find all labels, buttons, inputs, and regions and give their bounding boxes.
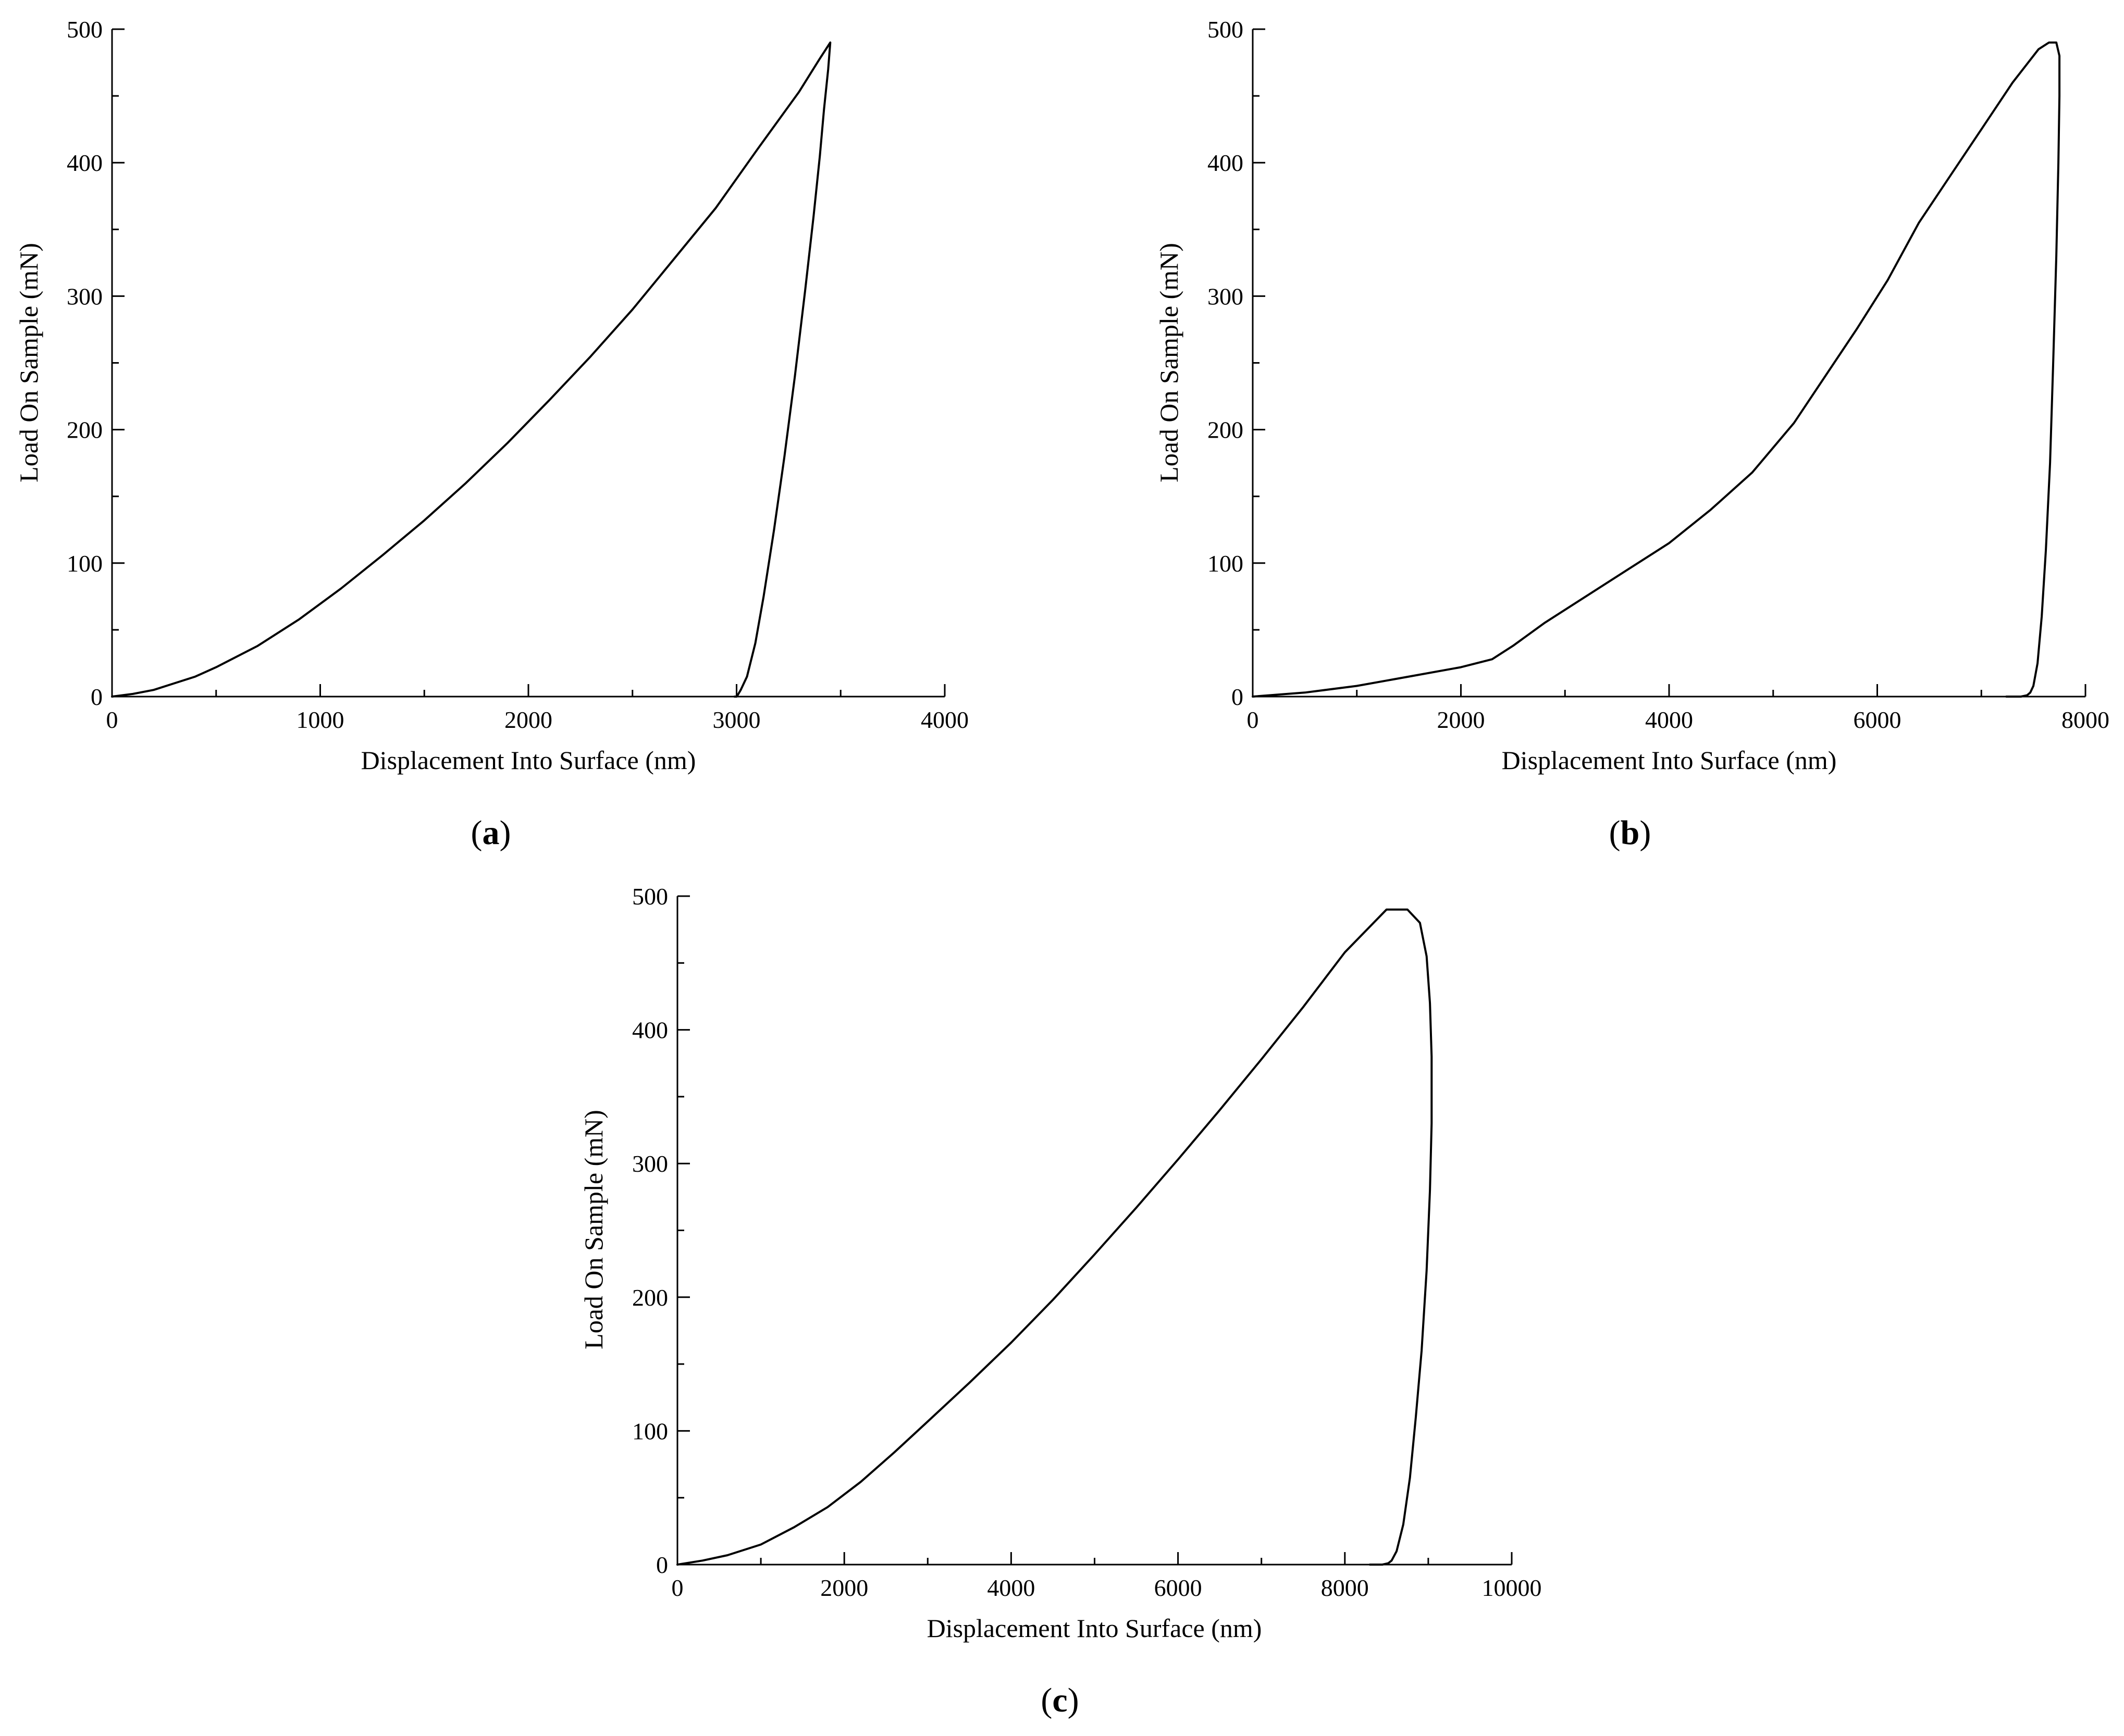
series-line: [676, 908, 1433, 1566]
panel-label: (a): [471, 814, 511, 852]
series-line: [1252, 41, 2061, 698]
x-tick-label: 4000: [921, 706, 969, 733]
x-tick-label: 3000: [713, 706, 761, 733]
y-tick-label: 100: [632, 1418, 668, 1444]
x-tick-labels: 0 2000 4000 6000 8000: [1247, 706, 2110, 733]
y-ticks: [112, 28, 125, 698]
x-tick-label: 0: [1247, 706, 1259, 733]
chart-panel-c: 0 2000 4000 6000 8000 10000 0100200300400500 …: [579, 883, 1542, 1719]
y-tick-label: 300: [1207, 283, 1243, 309]
x-tick-label: 2000: [504, 706, 552, 733]
y-tick-label: 500: [1207, 16, 1243, 43]
x-tick-label: 0: [106, 706, 118, 733]
y-tick-label: 100: [67, 550, 103, 577]
panel-label: (c): [1041, 1681, 1079, 1719]
y-tick-labels: 0 100 200 300 400 500: [67, 16, 103, 710]
x-tick-label: 0: [672, 1574, 684, 1601]
x-ticks: [111, 684, 946, 697]
y-tick-label: 300: [632, 1150, 668, 1177]
y-tick-label: 400: [1207, 150, 1243, 176]
x-tick-label: 6000: [1154, 1574, 1202, 1601]
y-tick-label: 0: [91, 684, 103, 710]
x-tick-label: 4000: [987, 1574, 1035, 1601]
y-tick-label: 500: [67, 16, 103, 43]
y-tick-label: 0: [1231, 684, 1243, 710]
y-axis-title: Load On Sample (mN): [579, 1110, 608, 1349]
y-tick-label: 100: [1207, 550, 1243, 577]
panel-label: (b): [1609, 814, 1651, 852]
y-axis-title: Load On Sample (mN): [1154, 243, 1183, 482]
y-tick-label: 200: [1207, 417, 1243, 443]
x-tick-label: 2000: [820, 1574, 868, 1601]
y-tick-label: 500: [632, 883, 668, 910]
y-tick-label: 300: [67, 283, 103, 309]
y-tick-label: 0: [656, 1552, 668, 1578]
x-tick-label: 6000: [1854, 706, 1901, 733]
x-tick-label: 2000: [1437, 706, 1485, 733]
x-axis-title: Displacement Into Surface (nm): [927, 1614, 1262, 1643]
y-tick-label: 200: [632, 1284, 668, 1311]
x-tick-label: 8000: [2061, 706, 2109, 733]
x-axis-title: Displacement Into Surface (nm): [1502, 746, 1837, 775]
y-ticks: [1253, 28, 1265, 698]
chart-panel-b: 0 2000 4000 6000 8000 0 100 200 300 400 500 Displ…: [1154, 16, 2109, 852]
x-tick-label: 4000: [1645, 706, 1693, 733]
x-tick-label: 10000: [1482, 1574, 1542, 1601]
y-axis-title: Load On Sample (mN): [14, 243, 43, 482]
x-ticks: [676, 1552, 1513, 1565]
x-axis-title: Displacement Into Surface (nm): [361, 746, 696, 775]
y-tick-labels: 0 100 200 300 400 500: [1207, 16, 1243, 710]
y-tick-label: 200: [67, 417, 103, 443]
series-line: [111, 41, 832, 698]
x-tick-label: 8000: [1321, 1574, 1369, 1601]
x-ticks: [1252, 684, 2086, 697]
y-tick-label: 400: [632, 1017, 668, 1044]
x-tick-labels: 0 2000 4000 6000 8000 10000: [672, 1574, 1542, 1601]
x-tick-label: 1000: [297, 706, 344, 733]
chart-panel-a: 0 1000 2000 3000 4000 0 100 200 300 400 500 Displ…: [14, 16, 969, 852]
y-tick-labels: 0 100 200 300 400 500: [632, 883, 668, 1578]
y-tick-label: 400: [67, 150, 103, 176]
x-tick-labels: 0 1000 2000 3000 4000: [106, 706, 969, 733]
